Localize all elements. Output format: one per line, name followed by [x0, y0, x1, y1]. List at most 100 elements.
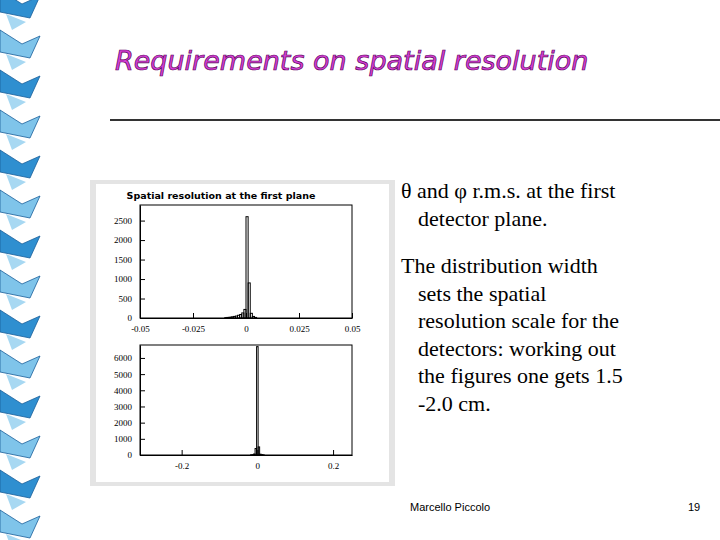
y-tick-label: 500	[119, 294, 133, 304]
chevron	[0, 230, 40, 258]
chevron	[0, 310, 40, 338]
y-tick-mark	[140, 299, 145, 300]
histogram-bin	[257, 347, 259, 455]
chevron	[0, 150, 40, 178]
x-tick-label: -0.025	[182, 324, 206, 334]
y-tick-label: 2000	[114, 235, 133, 245]
x-tick-label: 0	[244, 324, 249, 334]
plot-frame	[140, 205, 352, 318]
y-tick-mark	[140, 439, 145, 440]
y-tick-mark	[140, 260, 145, 261]
x-tick-mark	[257, 450, 258, 455]
chevron-small	[6, 214, 26, 230]
y-tick: 0	[128, 313, 146, 323]
x-tick-mark	[333, 450, 334, 455]
y-tick-label: 3000	[114, 402, 133, 412]
x-tick: 0	[256, 450, 261, 471]
x-axis: -0.05 -0.025 0 0.025 0.05	[131, 313, 361, 334]
y-tick-mark	[140, 455, 145, 456]
y-tick: 2000	[114, 235, 145, 245]
x-tick-label: 0	[256, 461, 261, 471]
body-text: θ and φ r.m.s. at the first detector plan…	[401, 178, 623, 416]
x-tick: 0	[244, 313, 249, 334]
body-line: θ and φ r.m.s. at the first	[401, 178, 615, 203]
x-tick-mark	[246, 313, 247, 318]
y-tick-label: 5000	[114, 369, 133, 379]
chevron-small	[6, 334, 26, 350]
x-tick: 0.05	[345, 313, 361, 334]
y-tick-label: 1000	[114, 434, 133, 444]
chevron	[0, 390, 40, 418]
histogram-bin	[248, 283, 250, 318]
y-tick: 1000	[114, 274, 145, 284]
chevron-small	[6, 174, 26, 190]
chevron-small	[6, 494, 26, 510]
chevron-small	[6, 294, 26, 310]
x-tick-label: 0.025	[289, 324, 310, 334]
x-tick: 0.2	[328, 450, 339, 471]
chevron-small	[6, 94, 26, 110]
y-tick: 500	[119, 294, 146, 304]
chevron-small	[6, 454, 26, 470]
body-line: the figures one gets 1.5	[418, 363, 623, 388]
histogram	[225, 217, 257, 318]
y-tick-mark	[140, 279, 145, 280]
x-tick-mark	[299, 313, 300, 318]
chart-title: Spatial resolution at the first plane	[127, 190, 316, 201]
x-tick-mark	[352, 313, 353, 318]
body-line: The distribution width	[401, 253, 598, 278]
chevron	[0, 190, 40, 218]
y-tick-label: 2000	[114, 418, 133, 428]
chevron	[0, 70, 40, 98]
body-line: resolution scale for the	[418, 308, 619, 333]
y-tick: 4000	[114, 386, 145, 396]
x-tick-label: -0.05	[131, 324, 150, 334]
histogram-bin	[263, 454, 265, 455]
y-tick: 3000	[114, 402, 145, 412]
chevron	[0, 110, 40, 138]
x-tick-label: -0.2	[175, 461, 189, 471]
y-tick-label: 6000	[114, 353, 133, 363]
x-axis-line	[141, 318, 353, 319]
plot-frame	[140, 345, 352, 455]
y-axis: 05001000150020002500	[114, 206, 145, 324]
x-tick-mark	[193, 313, 194, 318]
y-tick-mark	[140, 390, 145, 391]
x-tick: 0.025	[289, 313, 310, 334]
y-tick-mark	[140, 240, 145, 241]
x-axis-line	[141, 455, 353, 456]
histogram	[251, 347, 265, 455]
chevron-small	[6, 414, 26, 430]
y-tick: 2500	[114, 216, 145, 226]
title-rule	[110, 119, 720, 121]
y-tick-label: 4000	[114, 386, 133, 396]
y-tick: 2000	[114, 418, 145, 428]
y-tick-mark	[140, 358, 145, 359]
y-tick-mark	[140, 423, 145, 424]
body-line: detectors: working out	[418, 336, 616, 361]
chevron-small	[6, 134, 26, 150]
body-line: detector plane.	[418, 206, 548, 231]
x-tick: -0.025	[182, 313, 206, 334]
y-tick: 0	[128, 450, 146, 460]
y-tick-mark	[140, 221, 145, 222]
chevron	[0, 470, 40, 498]
y-axis: 0 1000 2000 3000 4000 5000 6000	[114, 346, 145, 461]
body-line: -2.0 cm.	[418, 391, 491, 416]
chevron	[0, 510, 40, 538]
decoration	[0, 0, 40, 540]
y-tick-label: 1000	[114, 274, 133, 284]
slide-title: Requirements on spatial resolution	[115, 45, 588, 76]
chevron-small	[6, 534, 26, 540]
y-axis-line	[140, 206, 141, 319]
body-line: sets the spatial	[418, 281, 546, 306]
histogram-bin	[254, 317, 256, 318]
chart: -0.2 0 0.2 0 1000 2000 3000 4000 5000 6000	[114, 345, 353, 471]
chevron	[0, 30, 40, 58]
page-number: 19	[688, 501, 700, 513]
x-tick-label: 0.05	[345, 324, 361, 334]
chart: Spatial resolution at the first plane -0.…	[114, 190, 361, 334]
chevron	[0, 350, 40, 378]
y-tick-mark	[140, 318, 145, 319]
footer: Marcello Piccolo	[410, 501, 490, 513]
